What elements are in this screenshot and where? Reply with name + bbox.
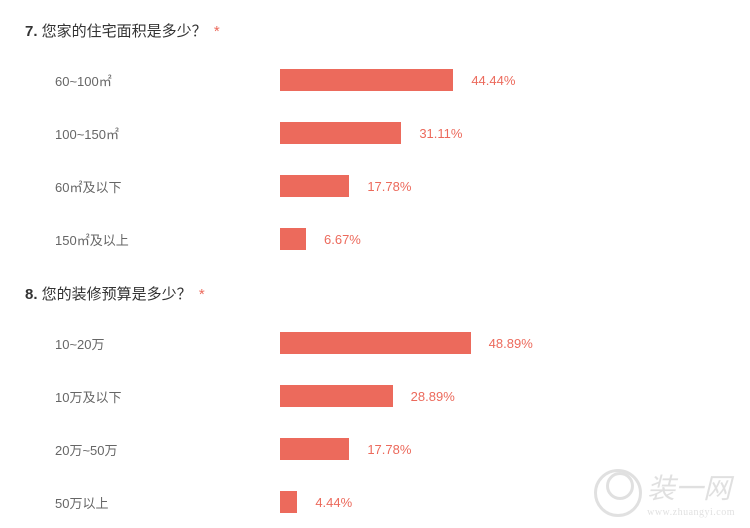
required-mark: *	[210, 23, 220, 40]
bar	[280, 69, 453, 91]
watermark: 装一网 www.zhuangyi.com	[594, 467, 735, 518]
question-title: 7. 您家的住宅面积是多少？ *	[25, 20, 725, 41]
percentage-label: 6.67%	[324, 232, 361, 247]
percentage-label: 28.89%	[411, 389, 455, 404]
bar-container: 17.78%	[280, 438, 725, 460]
question-title: 8. 您的装修预算是多少？ *	[25, 283, 725, 304]
option-row: 10~20万 48.89%	[55, 329, 725, 357]
question-text: 您的装修预算是多少？	[38, 286, 192, 303]
required-mark: *	[195, 286, 205, 303]
bar	[280, 491, 297, 513]
bar-container: 31.11%	[280, 122, 725, 144]
option-label: 60㎡及以下	[55, 177, 280, 196]
options-container: 60~100㎡ 44.44% 100~150㎡ 31.11% 60㎡及以下 17.78% 1…	[25, 66, 725, 253]
percentage-label: 44.44%	[471, 73, 515, 88]
bar	[280, 122, 401, 144]
option-label: 150㎡及以上	[55, 230, 280, 249]
question-number: 7.	[25, 23, 38, 40]
question-number: 8.	[25, 286, 38, 303]
percentage-label: 4.44%	[315, 495, 352, 510]
option-row: 60~100㎡ 44.44%	[55, 66, 725, 94]
bar-container: 17.78%	[280, 175, 725, 197]
bar-container: 6.67%	[280, 228, 725, 250]
bar	[280, 385, 393, 407]
bar	[280, 438, 349, 460]
option-label: 10~20万	[55, 334, 280, 353]
bar	[280, 228, 306, 250]
option-row: 20万~50万 17.78%	[55, 435, 725, 463]
option-label: 50万以上	[55, 493, 280, 512]
survey-results-container: 7. 您家的住宅面积是多少？ * 60~100㎡ 44.44% 100~150㎡ 31.…	[25, 20, 725, 516]
question-text: 您家的住宅面积是多少？	[38, 23, 207, 40]
option-label: 10万及以下	[55, 387, 280, 406]
option-row: 100~150㎡ 31.11%	[55, 119, 725, 147]
bar-container: 48.89%	[280, 332, 725, 354]
option-label: 60~100㎡	[55, 71, 280, 90]
watermark-icon	[594, 469, 642, 517]
bar	[280, 175, 349, 197]
question-block: 7. 您家的住宅面积是多少？ * 60~100㎡ 44.44% 100~150㎡ 31.…	[25, 20, 725, 253]
bar	[280, 332, 471, 354]
option-label: 100~150㎡	[55, 124, 280, 143]
percentage-label: 17.78%	[367, 442, 411, 457]
percentage-label: 17.78%	[367, 179, 411, 194]
option-row: 60㎡及以下 17.78%	[55, 172, 725, 200]
bar-container: 44.44%	[280, 69, 725, 91]
percentage-label: 31.11%	[419, 126, 462, 141]
option-row: 10万及以下 28.89%	[55, 382, 725, 410]
option-label: 20万~50万	[55, 440, 280, 459]
bar-container: 28.89%	[280, 385, 725, 407]
watermark-text: 装一网 www.zhuangyi.com	[647, 467, 735, 518]
option-row: 150㎡及以上 6.67%	[55, 225, 725, 253]
percentage-label: 48.89%	[489, 336, 533, 351]
